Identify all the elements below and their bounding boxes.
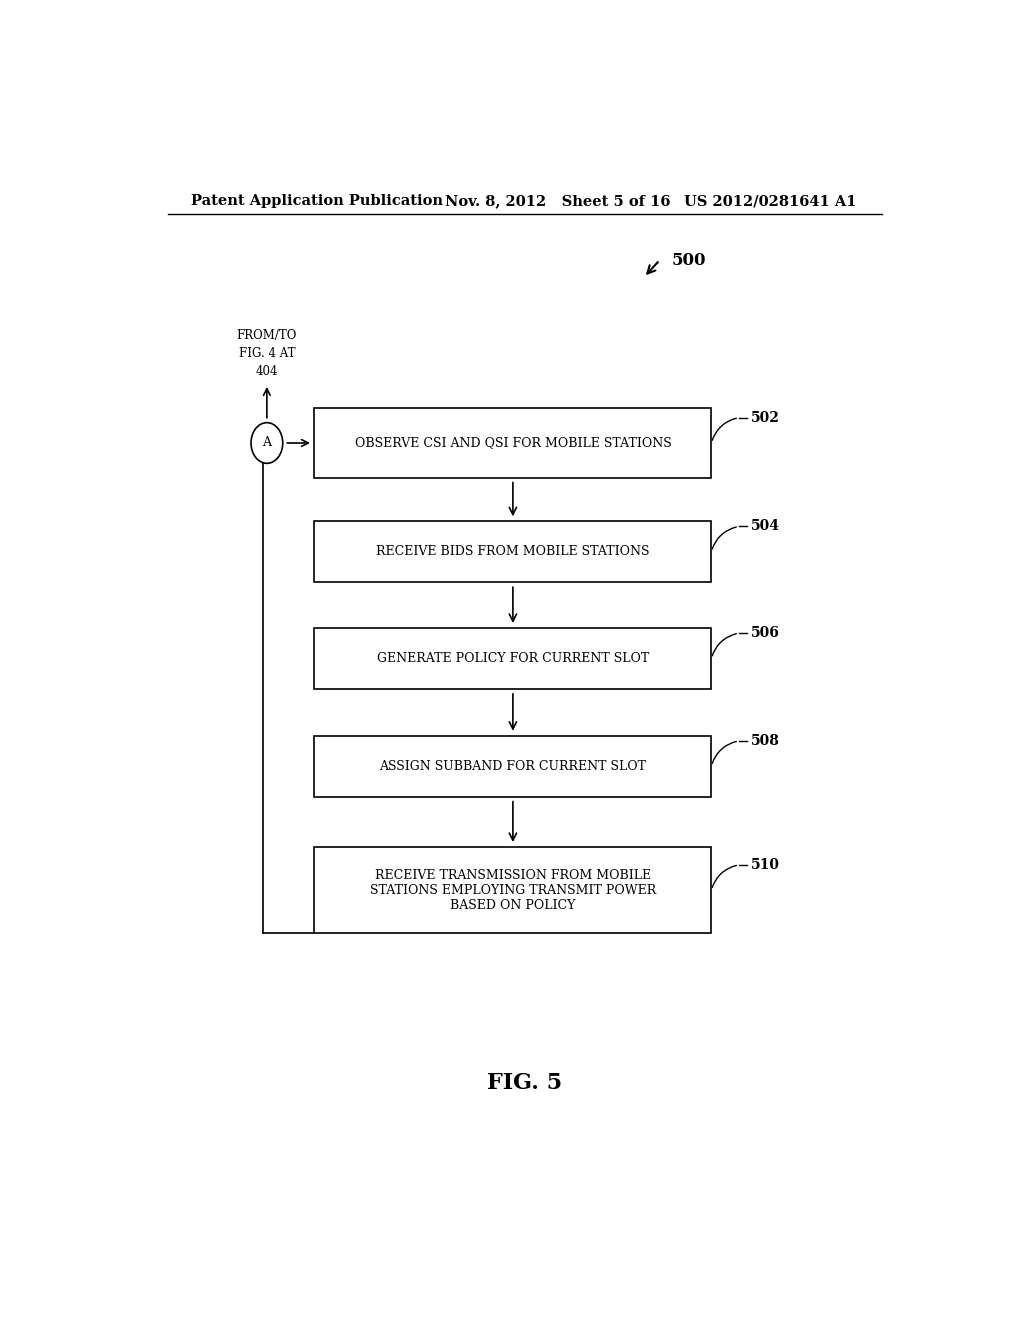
FancyArrowPatch shape <box>712 527 736 549</box>
Bar <box>314 628 712 689</box>
FancyArrowPatch shape <box>712 634 736 656</box>
Text: GENERATE POLICY FOR CURRENT SLOT: GENERATE POLICY FOR CURRENT SLOT <box>377 652 649 665</box>
Text: 510: 510 <box>751 858 780 871</box>
Bar <box>314 408 712 478</box>
Text: 500: 500 <box>672 252 707 268</box>
Circle shape <box>251 422 283 463</box>
Text: Nov. 8, 2012   Sheet 5 of 16: Nov. 8, 2012 Sheet 5 of 16 <box>445 194 671 209</box>
Text: ASSIGN SUBBAND FOR CURRENT SLOT: ASSIGN SUBBAND FOR CURRENT SLOT <box>380 760 646 772</box>
Text: FIG. 5: FIG. 5 <box>487 1072 562 1094</box>
Text: US 2012/0281641 A1: US 2012/0281641 A1 <box>684 194 856 209</box>
Text: 502: 502 <box>751 411 780 425</box>
Text: RECEIVE BIDS FROM MOBILE STATIONS: RECEIVE BIDS FROM MOBILE STATIONS <box>376 545 649 558</box>
Text: 508: 508 <box>751 734 780 748</box>
Text: 506: 506 <box>751 626 780 640</box>
FancyArrowPatch shape <box>712 866 736 887</box>
FancyArrowPatch shape <box>712 418 736 441</box>
Text: OBSERVE CSI AND QSI FOR MOBILE STATIONS: OBSERVE CSI AND QSI FOR MOBILE STATIONS <box>354 437 672 450</box>
Text: Patent Application Publication: Patent Application Publication <box>191 194 443 209</box>
Text: A: A <box>262 437 271 450</box>
FancyArrowPatch shape <box>712 742 736 763</box>
Text: RECEIVE TRANSMISSION FROM MOBILE
STATIONS EMPLOYING TRANSMIT POWER
BASED ON POLI: RECEIVE TRANSMISSION FROM MOBILE STATION… <box>370 869 656 912</box>
Bar <box>314 521 712 582</box>
Bar <box>314 847 712 933</box>
Bar <box>314 735 712 797</box>
Text: FROM/TO
FIG. 4 AT
404: FROM/TO FIG. 4 AT 404 <box>237 329 297 378</box>
Text: 504: 504 <box>751 519 780 533</box>
